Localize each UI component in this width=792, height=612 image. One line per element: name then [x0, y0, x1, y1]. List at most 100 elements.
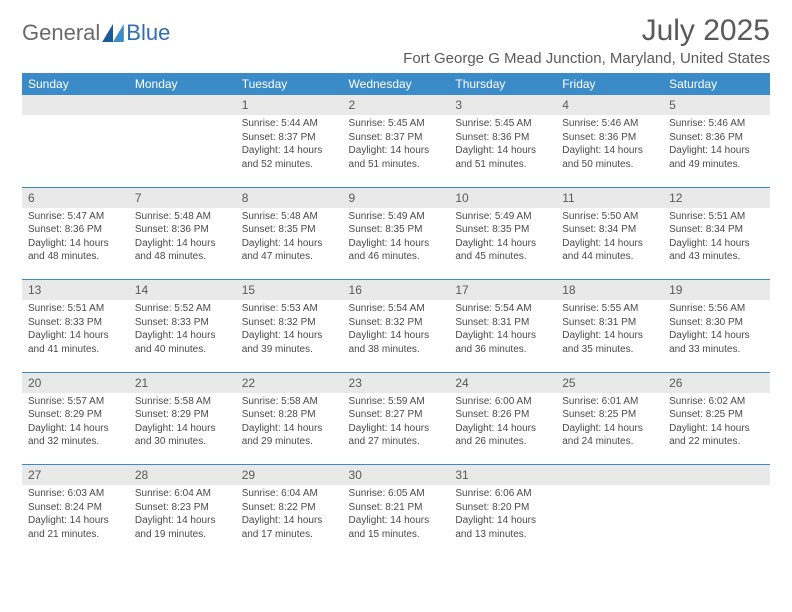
day-cell: Sunrise: 5:49 AMSunset: 8:35 PMDaylight:… — [449, 208, 556, 280]
day-number: 18 — [556, 280, 663, 300]
day-number: 23 — [343, 373, 450, 393]
daylight-text: Daylight: 14 hours and 44 minutes. — [562, 237, 657, 264]
daylight-text: Daylight: 14 hours and 21 minutes. — [28, 514, 123, 541]
day-cell: Sunrise: 6:06 AMSunset: 8:20 PMDaylight:… — [449, 485, 556, 557]
day-cell: Sunrise: 5:47 AMSunset: 8:36 PMDaylight:… — [22, 208, 129, 280]
day-number-cell — [663, 465, 770, 486]
daylight-text: Daylight: 14 hours and 51 minutes. — [349, 144, 444, 171]
day-cell: Sunrise: 5:45 AMSunset: 8:36 PMDaylight:… — [449, 115, 556, 187]
daylight-text: Daylight: 14 hours and 47 minutes. — [242, 237, 337, 264]
day-number: 14 — [129, 280, 236, 300]
sunrise-text: Sunrise: 5:51 AM — [28, 302, 123, 316]
sunset-text: Sunset: 8:36 PM — [455, 131, 550, 145]
sunrise-text: Sunrise: 5:46 AM — [669, 117, 764, 131]
daylight-text: Daylight: 14 hours and 38 minutes. — [349, 329, 444, 356]
sunrise-text: Sunrise: 5:59 AM — [349, 395, 444, 409]
sunset-text: Sunset: 8:25 PM — [562, 408, 657, 422]
calendar-page: General Blue July 2025 Fort George G Mea… — [0, 0, 792, 571]
day-cell: Sunrise: 5:55 AMSunset: 8:31 PMDaylight:… — [556, 300, 663, 372]
day-number: 22 — [236, 373, 343, 393]
day-number: 8 — [236, 188, 343, 208]
day-body: Sunrise: 5:54 AMSunset: 8:31 PMDaylight:… — [449, 300, 556, 360]
logo-flag-icon — [102, 24, 124, 42]
day-body: Sunrise: 6:00 AMSunset: 8:26 PMDaylight:… — [449, 393, 556, 453]
day-cell: Sunrise: 5:58 AMSunset: 8:29 PMDaylight:… — [129, 393, 236, 465]
sunrise-text: Sunrise: 5:47 AM — [28, 210, 123, 224]
day-body: Sunrise: 5:45 AMSunset: 8:37 PMDaylight:… — [343, 115, 450, 175]
sunrise-text: Sunrise: 5:54 AM — [455, 302, 550, 316]
day-body: Sunrise: 5:48 AMSunset: 8:36 PMDaylight:… — [129, 208, 236, 268]
sunrise-text: Sunrise: 5:53 AM — [242, 302, 337, 316]
week-body-row: Sunrise: 5:51 AM Sunset: 8:33 PM Daylight:… — [22, 300, 770, 372]
day-body: Sunrise: 5:44 AMSunset: 8:37 PMDaylight:… — [236, 115, 343, 175]
day-body: Sunrise: 5:56 AMSunset: 8:30 PMDaylight:… — [663, 300, 770, 360]
week-daynum-row: 20212223242526 — [22, 372, 770, 393]
day-number — [129, 95, 236, 101]
sunrise-text: Sunrise: 5:46 AM — [562, 117, 657, 131]
day-body: Sunrise: 5:53 AMSunset: 8:32 PMDaylight:… — [236, 300, 343, 360]
sunrise-text: Sunrise: 5:56 AM — [669, 302, 764, 316]
sunrise-text: Sunrise: 6:02 AM — [669, 395, 764, 409]
day-number — [22, 95, 129, 101]
day-number-cell: 17 — [449, 280, 556, 301]
week-daynum-row: 2728293031 — [22, 465, 770, 486]
day-body: Sunrise: 5:46 AMSunset: 8:36 PMDaylight:… — [556, 115, 663, 175]
day-number-cell: 25 — [556, 372, 663, 393]
week-daynum-row: 13141516171819 — [22, 280, 770, 301]
day-body: Sunrise: 6:06 AMSunset: 8:20 PMDaylight:… — [449, 485, 556, 545]
sunrise-text: Sunrise: 5:55 AM — [562, 302, 657, 316]
day-cell: Sunrise: 6:05 AMSunset: 8:21 PMDaylight:… — [343, 485, 450, 557]
sunset-text: Sunset: 8:37 PM — [349, 131, 444, 145]
month-title: July 2025 — [403, 14, 770, 48]
daylight-text: Daylight: 14 hours and 24 minutes. — [562, 422, 657, 449]
day-number — [663, 465, 770, 471]
day-number-cell: 16 — [343, 280, 450, 301]
day-number: 28 — [129, 465, 236, 485]
day-number: 29 — [236, 465, 343, 485]
day-number-cell: 3 — [449, 95, 556, 115]
day-body: Sunrise: 5:50 AMSunset: 8:34 PMDaylight:… — [556, 208, 663, 268]
sunrise-text: Sunrise: 6:04 AM — [242, 487, 337, 501]
day-number-cell: 2 — [343, 95, 450, 115]
day-number-cell: 18 — [556, 280, 663, 301]
daylight-text: Daylight: 14 hours and 41 minutes. — [28, 329, 123, 356]
day-body: Sunrise: 5:46 AMSunset: 8:36 PMDaylight:… — [663, 115, 770, 175]
day-number: 9 — [343, 188, 450, 208]
sunrise-text: Sunrise: 5:49 AM — [349, 210, 444, 224]
daylight-text: Daylight: 14 hours and 48 minutes. — [135, 237, 230, 264]
day-number-cell: 8 — [236, 187, 343, 208]
day-cell: Sunrise: 5:51 AMSunset: 8:34 PMDaylight:… — [663, 208, 770, 280]
daylight-text: Daylight: 14 hours and 13 minutes. — [455, 514, 550, 541]
day-number — [556, 465, 663, 471]
day-number: 20 — [22, 373, 129, 393]
day-body: Sunrise: 6:04 AMSunset: 8:23 PMDaylight:… — [129, 485, 236, 545]
day-cell: Sunrise: 5:45 AMSunset: 8:37 PMDaylight:… — [343, 115, 450, 187]
day-number: 30 — [343, 465, 450, 485]
day-number: 3 — [449, 95, 556, 115]
week-body-row: Sunrise: 6:03 AMSunset: 8:24 PMDaylight:… — [22, 485, 770, 557]
sunrise-text: Sunrise: 6:03 AM — [28, 487, 123, 501]
day-cell: Sunrise: 5:52 AMSunset: 8:33 PMDaylight:… — [129, 300, 236, 372]
daylight-text: Daylight: 14 hours and 36 minutes. — [455, 329, 550, 356]
day-number-cell: 28 — [129, 465, 236, 486]
sunset-text: Sunset: 8:29 PM — [135, 408, 230, 422]
sunset-text: Sunset: 8:33 PM — [135, 316, 230, 330]
day-header: Friday — [556, 73, 663, 95]
day-header: Monday — [129, 73, 236, 95]
day-body: Sunrise: 5:47 AMSunset: 8:36 PMDaylight:… — [22, 208, 129, 268]
day-body: Sunrise: 5:54 AMSunset: 8:32 PMDaylight:… — [343, 300, 450, 360]
day-number-cell: 22 — [236, 372, 343, 393]
daylight-text: Daylight: 14 hours and 19 minutes. — [135, 514, 230, 541]
day-number: 13 — [22, 280, 129, 300]
daylight-text: Daylight: 14 hours and 33 minutes. — [669, 329, 764, 356]
day-number-cell: 14 — [129, 280, 236, 301]
day-cell: Sunrise: 5:59 AMSunset: 8:27 PMDaylight:… — [343, 393, 450, 465]
day-header-row: Sunday Monday Tuesday Wednesday Thursday… — [22, 73, 770, 95]
day-body: Sunrise: 5:45 AMSunset: 8:36 PMDaylight:… — [449, 115, 556, 175]
sunset-text: Sunset: 8:34 PM — [562, 223, 657, 237]
day-cell: Sunrise: 5:50 AMSunset: 8:34 PMDaylight:… — [556, 208, 663, 280]
day-cell: Sunrise: 6:04 AMSunset: 8:23 PMDaylight:… — [129, 485, 236, 557]
day-number: 25 — [556, 373, 663, 393]
sunrise-text: Sunrise: 5:51 AM — [669, 210, 764, 224]
sunrise-text: Sunrise: 6:04 AM — [135, 487, 230, 501]
